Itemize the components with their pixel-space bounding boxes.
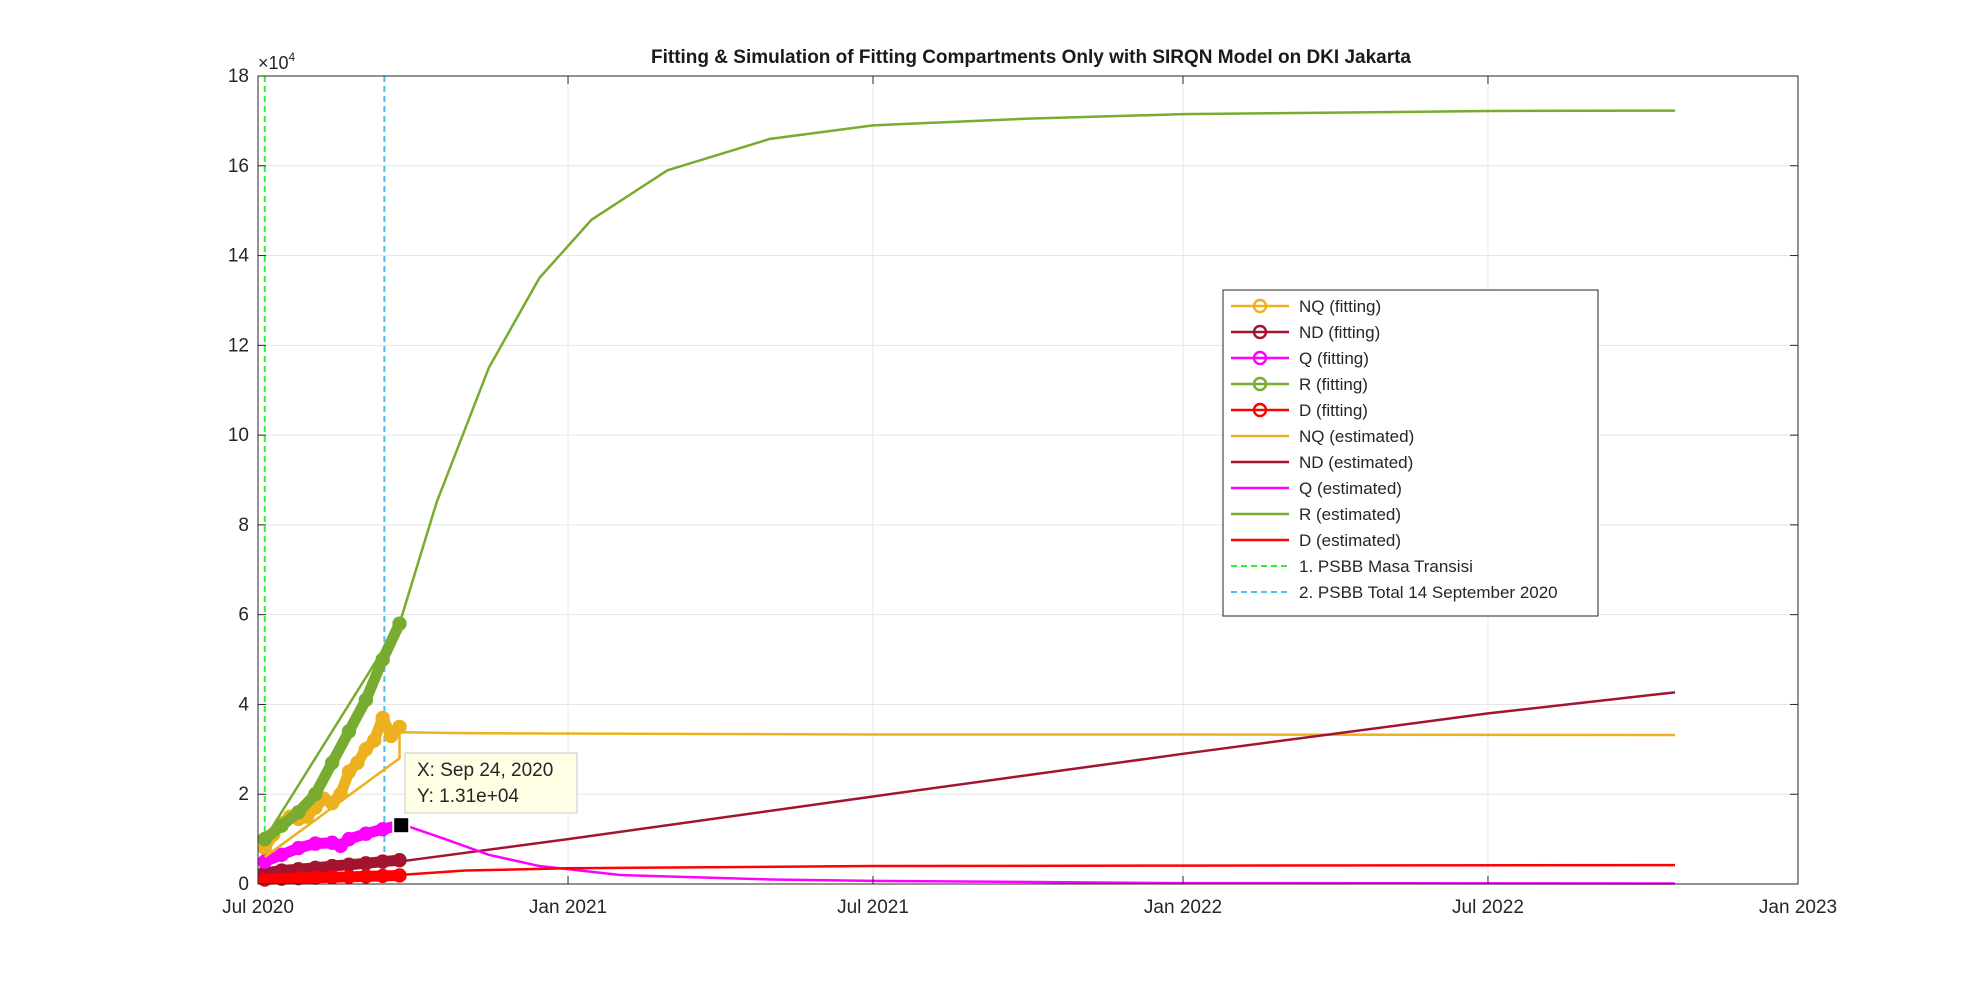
- legend-label: Q (estimated): [1299, 479, 1402, 498]
- legend-marker: [1252, 402, 1268, 418]
- legend-entry: R (estimated): [1231, 505, 1401, 524]
- y-tick-label: 4: [238, 694, 249, 715]
- estimated-series-line: [264, 863, 1676, 881]
- fitting-data-point: [358, 742, 374, 757]
- fitting-data-point: [367, 733, 382, 748]
- y-tick-label: 6: [238, 605, 249, 626]
- y-tick-label: 12: [228, 335, 249, 356]
- legend-label: NQ (fitting): [1299, 297, 1381, 316]
- fitting-data-point: [350, 755, 365, 770]
- fitting-data-point: [358, 692, 374, 708]
- legend-marker: [1252, 324, 1268, 340]
- legend-label: 2. PSBB Total 14 September 2020: [1299, 583, 1558, 602]
- legend-entry: 1. PSBB Masa Transisi: [1231, 557, 1473, 576]
- x-tick-label: Jan 2022: [1144, 897, 1222, 918]
- legend-label: R (fitting): [1299, 375, 1368, 394]
- legend-label: ND (estimated): [1299, 453, 1413, 472]
- y-tick-label: 14: [228, 246, 250, 267]
- legend-entry: NQ (estimated): [1231, 427, 1414, 446]
- chart-title: Fitting & Simulation of Fitting Compartm…: [651, 47, 1411, 68]
- legend-entry: ND (fitting): [1231, 323, 1380, 342]
- fitting-data-point: [341, 724, 357, 739]
- datatip-x-text: X: Sep 24, 2020: [417, 760, 553, 781]
- fitting-data-point: [324, 755, 340, 770]
- legend-marker: [1252, 350, 1268, 366]
- estimated-series-line: [264, 731, 1676, 859]
- x-tick-label: Jan 2021: [529, 897, 607, 918]
- legend-box: [1222, 289, 1599, 617]
- legend-label: Q (fitting): [1299, 349, 1369, 368]
- y-tick-label: 18: [228, 66, 249, 87]
- y-tick-label: 0: [238, 874, 249, 895]
- y-tick-label: 8: [238, 515, 249, 536]
- axes-layer: Jul 2020 Jan 2021 Jul 2021 Jan 2022 Jul 2022…: [222, 66, 1837, 918]
- legend-entry: R (fitting): [1231, 375, 1368, 394]
- legend-entry: D (estimated): [1231, 531, 1401, 550]
- estimated-series-line: [264, 822, 1676, 885]
- legend: NQ (fitting) ND (fitting) Q (fitting) R (fi…: [1222, 289, 1599, 617]
- fitting-data-point: [291, 804, 306, 820]
- plot-layer: [257, 76, 1676, 887]
- datatip-marker: [392, 816, 411, 835]
- legend-entry: Q (fitting): [1231, 349, 1369, 368]
- estimated-series-line: [264, 691, 1676, 875]
- legend-label: ND (fitting): [1299, 323, 1380, 342]
- y-tick-label: 16: [228, 156, 249, 177]
- x-tick-label: Jul 2020: [222, 897, 294, 918]
- legend-label: D (estimated): [1299, 531, 1401, 550]
- legend-entry: Q (estimated): [1231, 479, 1402, 498]
- x-tick-label: Jul 2022: [1452, 897, 1524, 918]
- estimated-series-line: [263, 109, 1676, 840]
- fitting-data-point: [257, 831, 272, 847]
- datatip[interactable]: X: Sep 24, 2020 Y: 1.31e+04: [392, 752, 578, 835]
- legend-label: NQ (estimated): [1299, 427, 1414, 446]
- fitting-data-point: [274, 818, 289, 833]
- x-tick-label: Jul 2021: [837, 897, 909, 918]
- y-tick-label: 2: [238, 784, 249, 805]
- legend-entry: D (fitting): [1231, 401, 1368, 420]
- x-tick-label: Jan 2023: [1759, 897, 1837, 918]
- datatip-y-text: Y: 1.31e+04: [417, 786, 519, 807]
- legend-entry: NQ (fitting): [1231, 297, 1381, 316]
- legend-label: R (estimated): [1299, 505, 1401, 524]
- fitting-data-point: [324, 835, 340, 850]
- fitting-data-point: [291, 840, 306, 856]
- fitting-data-point: [341, 764, 357, 779]
- legend-label: 1. PSBB Masa Transisi: [1299, 557, 1473, 576]
- legend-entry: 2. PSBB Total 14 September 2020: [1231, 583, 1558, 602]
- fitting-data-point: [308, 836, 323, 851]
- legend-marker: [1252, 298, 1268, 314]
- datatip-box: [404, 752, 578, 814]
- axes-box: [257, 75, 1799, 885]
- y-tick-label: 10: [228, 425, 249, 446]
- fitting-data-point: [375, 710, 390, 726]
- legend-label: D (fitting): [1299, 401, 1368, 420]
- y-exponent-label: ×104: [258, 50, 296, 73]
- fitting-data-point: [383, 728, 399, 744]
- svg-text:×104: ×104: [258, 50, 296, 73]
- legend-entry: ND (estimated): [1231, 453, 1413, 472]
- fitting-data-point: [392, 616, 407, 631]
- fitting-data-point: [308, 787, 323, 802]
- legend-marker: [1252, 376, 1268, 392]
